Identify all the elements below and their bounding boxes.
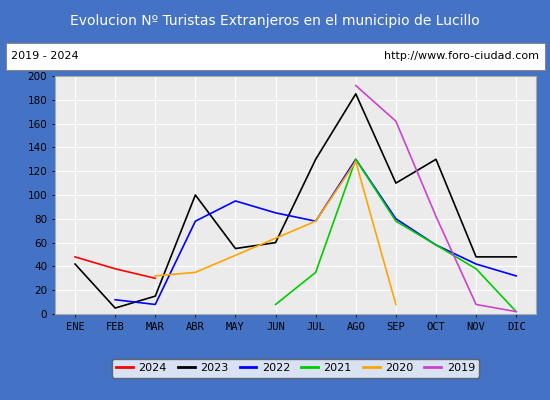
2023: [393, 181, 399, 186]
2021: [272, 302, 279, 307]
2020: [192, 270, 199, 275]
2019: [433, 214, 439, 219]
2022: [513, 274, 520, 278]
2023: [513, 254, 520, 259]
2023: [312, 157, 319, 162]
Line: 2021: 2021: [276, 159, 516, 312]
2022: [312, 219, 319, 224]
2023: [433, 157, 439, 162]
Line: 2023: 2023: [75, 94, 516, 308]
Line: 2020: 2020: [155, 162, 396, 304]
2022: [353, 157, 359, 162]
2022: [192, 219, 199, 224]
2021: [433, 242, 439, 247]
Line: 2019: 2019: [356, 86, 516, 312]
Line: 2024: 2024: [75, 257, 155, 278]
2023: [353, 92, 359, 96]
2021: [473, 266, 480, 271]
2024: [112, 266, 118, 271]
2024: [72, 254, 78, 259]
2020: [152, 274, 158, 278]
2022: [112, 297, 118, 302]
2020: [353, 159, 359, 164]
Line: 2022: 2022: [115, 159, 516, 304]
Text: Evolucion Nº Turistas Extranjeros en el municipio de Lucillo: Evolucion Nº Turistas Extranjeros en el …: [70, 14, 480, 28]
2023: [232, 246, 239, 251]
2021: [513, 309, 520, 314]
2022: [152, 302, 158, 307]
2021: [312, 270, 319, 275]
2023: [112, 306, 118, 310]
2021: [353, 157, 359, 162]
2023: [152, 294, 158, 298]
2024: [152, 276, 158, 281]
2022: [393, 216, 399, 221]
2023: [192, 193, 199, 198]
2019: [513, 309, 520, 314]
2021: [393, 219, 399, 224]
2020: [393, 302, 399, 307]
2019: [473, 302, 480, 307]
2019: [393, 119, 399, 124]
2023: [72, 262, 78, 266]
2022: [473, 262, 480, 266]
2023: [473, 254, 480, 259]
Text: http://www.foro-ciudad.com: http://www.foro-ciudad.com: [384, 51, 539, 61]
2022: [232, 198, 239, 203]
2022: [272, 210, 279, 215]
2020: [312, 219, 319, 224]
2022: [433, 242, 439, 247]
Legend: 2024, 2023, 2022, 2021, 2020, 2019: 2024, 2023, 2022, 2021, 2020, 2019: [112, 359, 480, 378]
2019: [353, 83, 359, 88]
2023: [272, 240, 279, 245]
Text: 2019 - 2024: 2019 - 2024: [11, 51, 79, 61]
